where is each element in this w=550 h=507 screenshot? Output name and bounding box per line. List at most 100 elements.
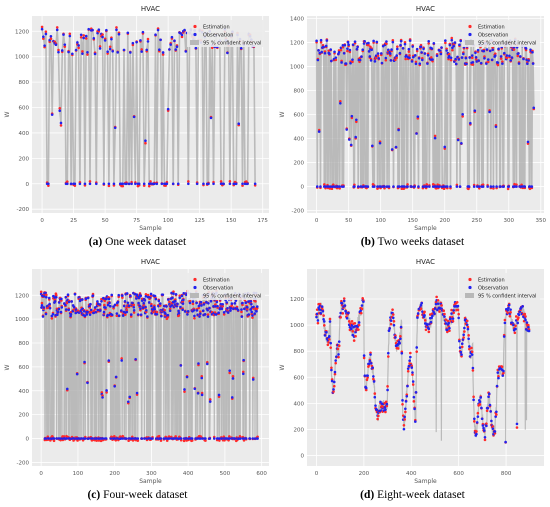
observation-point xyxy=(349,61,352,65)
observation-point xyxy=(161,293,165,296)
observation-point xyxy=(414,391,418,394)
observation-point xyxy=(144,309,148,312)
observation-point xyxy=(125,292,129,295)
observation-point xyxy=(250,310,254,314)
estimation-point xyxy=(357,323,361,327)
observation-point xyxy=(530,185,534,188)
observation-point xyxy=(460,142,463,145)
observation-point xyxy=(405,395,409,398)
estimation-point xyxy=(517,316,520,320)
observation-point xyxy=(139,39,142,42)
observation-point xyxy=(517,52,520,55)
observation-point xyxy=(439,52,443,56)
observation-point xyxy=(129,294,132,298)
observation-point xyxy=(62,33,65,36)
estimation-point xyxy=(334,58,338,62)
observation-point xyxy=(495,185,498,188)
observation-point xyxy=(431,58,434,61)
observation-point xyxy=(370,48,373,52)
observation-point xyxy=(158,302,162,305)
observation-point xyxy=(225,301,229,304)
observation-point xyxy=(105,389,108,392)
observation-point xyxy=(49,34,53,38)
estimation-point xyxy=(168,307,172,311)
observation-point xyxy=(166,107,170,111)
observation-point xyxy=(487,395,490,399)
estimation-point xyxy=(341,312,345,315)
observation-point xyxy=(317,49,320,52)
observation-point xyxy=(51,312,55,316)
observation-point xyxy=(495,410,498,414)
x-tick-label: 200 xyxy=(439,218,450,224)
observation-point xyxy=(177,311,181,315)
observation-point xyxy=(153,294,157,298)
observation-point xyxy=(443,315,446,318)
legend-label: Estimation xyxy=(478,278,505,284)
observation-point xyxy=(523,185,527,188)
observation-point xyxy=(499,55,503,58)
estimation-point xyxy=(155,310,159,314)
caption-b-text: Two weeks dataset xyxy=(374,236,465,248)
x-tick-label: 600 xyxy=(256,471,267,477)
observation-point xyxy=(173,39,176,43)
observation-point xyxy=(448,43,452,47)
observation-point xyxy=(457,316,460,320)
observation-point xyxy=(371,366,374,369)
observation-point xyxy=(252,305,255,309)
observation-point xyxy=(475,421,479,424)
y-tick-label: 800 xyxy=(19,341,30,347)
observation-point xyxy=(78,182,82,186)
observation-point xyxy=(202,182,205,186)
observation-point xyxy=(250,303,253,306)
observation-point xyxy=(48,306,52,310)
observation-point xyxy=(204,437,207,440)
observation-point xyxy=(206,315,210,318)
observation-point xyxy=(183,310,187,313)
observation-point xyxy=(165,305,168,308)
observation-point xyxy=(137,301,140,305)
estimation-point xyxy=(467,334,470,337)
observation-point xyxy=(502,369,505,373)
observation-point xyxy=(502,51,506,55)
observation-point xyxy=(385,40,388,43)
observation-point xyxy=(316,58,320,62)
estimation-point xyxy=(149,180,152,183)
observation-point xyxy=(418,62,422,65)
observation-point xyxy=(502,185,505,188)
observation-point xyxy=(380,52,383,55)
estimation-point xyxy=(509,310,512,314)
observation-point xyxy=(411,371,414,374)
estimation-point xyxy=(187,180,190,183)
estimation-point xyxy=(406,369,410,373)
estimation-point xyxy=(348,50,352,54)
observation-point xyxy=(464,56,468,60)
estimation-point xyxy=(84,37,88,40)
estimation-point xyxy=(142,184,146,187)
estimation-point xyxy=(159,439,163,442)
observation-point xyxy=(356,185,360,188)
observation-point xyxy=(121,182,125,186)
legend-marker xyxy=(193,285,197,290)
observation-point xyxy=(135,40,138,44)
observation-point xyxy=(138,304,141,308)
observation-point xyxy=(74,311,78,315)
observation-point xyxy=(425,185,429,188)
estimation-point xyxy=(132,311,136,314)
observation-point xyxy=(57,307,61,311)
observation-point xyxy=(256,437,259,440)
observation-point xyxy=(454,62,458,66)
estimation-point xyxy=(337,344,341,348)
observation-point xyxy=(112,182,116,186)
observation-point xyxy=(41,315,45,318)
observation-point xyxy=(127,304,131,308)
observation-point xyxy=(342,185,345,188)
observation-point xyxy=(244,301,248,305)
observation-point xyxy=(447,321,451,325)
observation-point xyxy=(337,353,340,356)
observation-point xyxy=(141,30,145,34)
observation-point xyxy=(368,359,372,363)
observation-point xyxy=(319,185,322,188)
estimation-point xyxy=(346,49,349,53)
observation-point xyxy=(454,57,457,61)
observation-point xyxy=(373,60,377,63)
